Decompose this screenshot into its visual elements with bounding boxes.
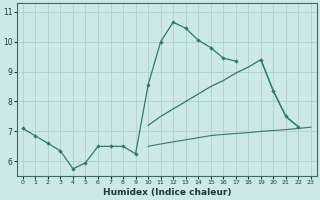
X-axis label: Humidex (Indice chaleur): Humidex (Indice chaleur)	[103, 188, 231, 197]
